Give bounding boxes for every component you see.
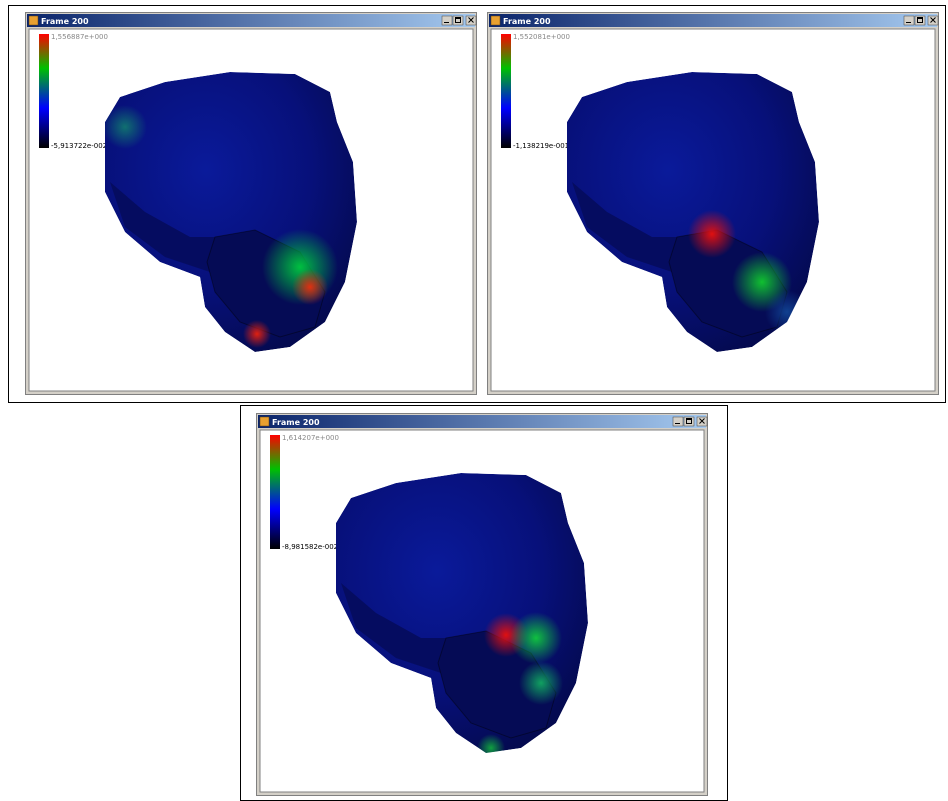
window-title: Frame 200 bbox=[503, 17, 551, 26]
color-bar bbox=[39, 34, 49, 148]
max-label: 1,614207e+000 bbox=[282, 434, 339, 442]
window[interactable]: Frame 200 1,552081e+000 -1,138219e-001 bbox=[487, 12, 939, 395]
window-icon bbox=[491, 16, 500, 25]
window-svg: Frame 200 1,614207e+000 -8,981582e-002 bbox=[256, 413, 708, 796]
color-bar bbox=[270, 435, 280, 549]
min-button[interactable] bbox=[904, 16, 914, 25]
window-title: Frame 200 bbox=[41, 17, 89, 26]
heat-spot bbox=[688, 210, 736, 258]
heat-spot bbox=[243, 320, 271, 348]
min-button[interactable] bbox=[442, 16, 452, 25]
max-label: 1,556887e+000 bbox=[51, 33, 108, 41]
page: Frame 200 1,556887e+000 -5,913722e-002 Fra… bbox=[0, 0, 948, 801]
color-bar bbox=[501, 34, 511, 148]
window-svg: Frame 200 1,552081e+000 -1,138219e-001 bbox=[487, 12, 939, 395]
min-label: -5,913722e-002 bbox=[51, 142, 107, 150]
heat-spot bbox=[510, 612, 562, 664]
window[interactable]: Frame 200 1,556887e+000 -5,913722e-002 bbox=[25, 12, 477, 395]
window-icon bbox=[260, 417, 269, 426]
min-label: -8,981582e-002 bbox=[282, 543, 338, 551]
heat-spot bbox=[292, 269, 328, 305]
title-bar bbox=[27, 14, 475, 27]
title-bar bbox=[258, 415, 706, 428]
heat-spot bbox=[519, 661, 563, 705]
title-bar bbox=[489, 14, 937, 27]
window-icon bbox=[29, 16, 38, 25]
max-label: 1,552081e+000 bbox=[513, 33, 570, 41]
min-label: -1,138219e-001 bbox=[513, 142, 569, 150]
min-button[interactable] bbox=[673, 417, 683, 426]
window[interactable]: Frame 200 1,614207e+000 -8,981582e-002 bbox=[256, 413, 708, 796]
window-svg: Frame 200 1,556887e+000 -5,913722e-002 bbox=[25, 12, 477, 395]
window-title: Frame 200 bbox=[272, 418, 320, 427]
